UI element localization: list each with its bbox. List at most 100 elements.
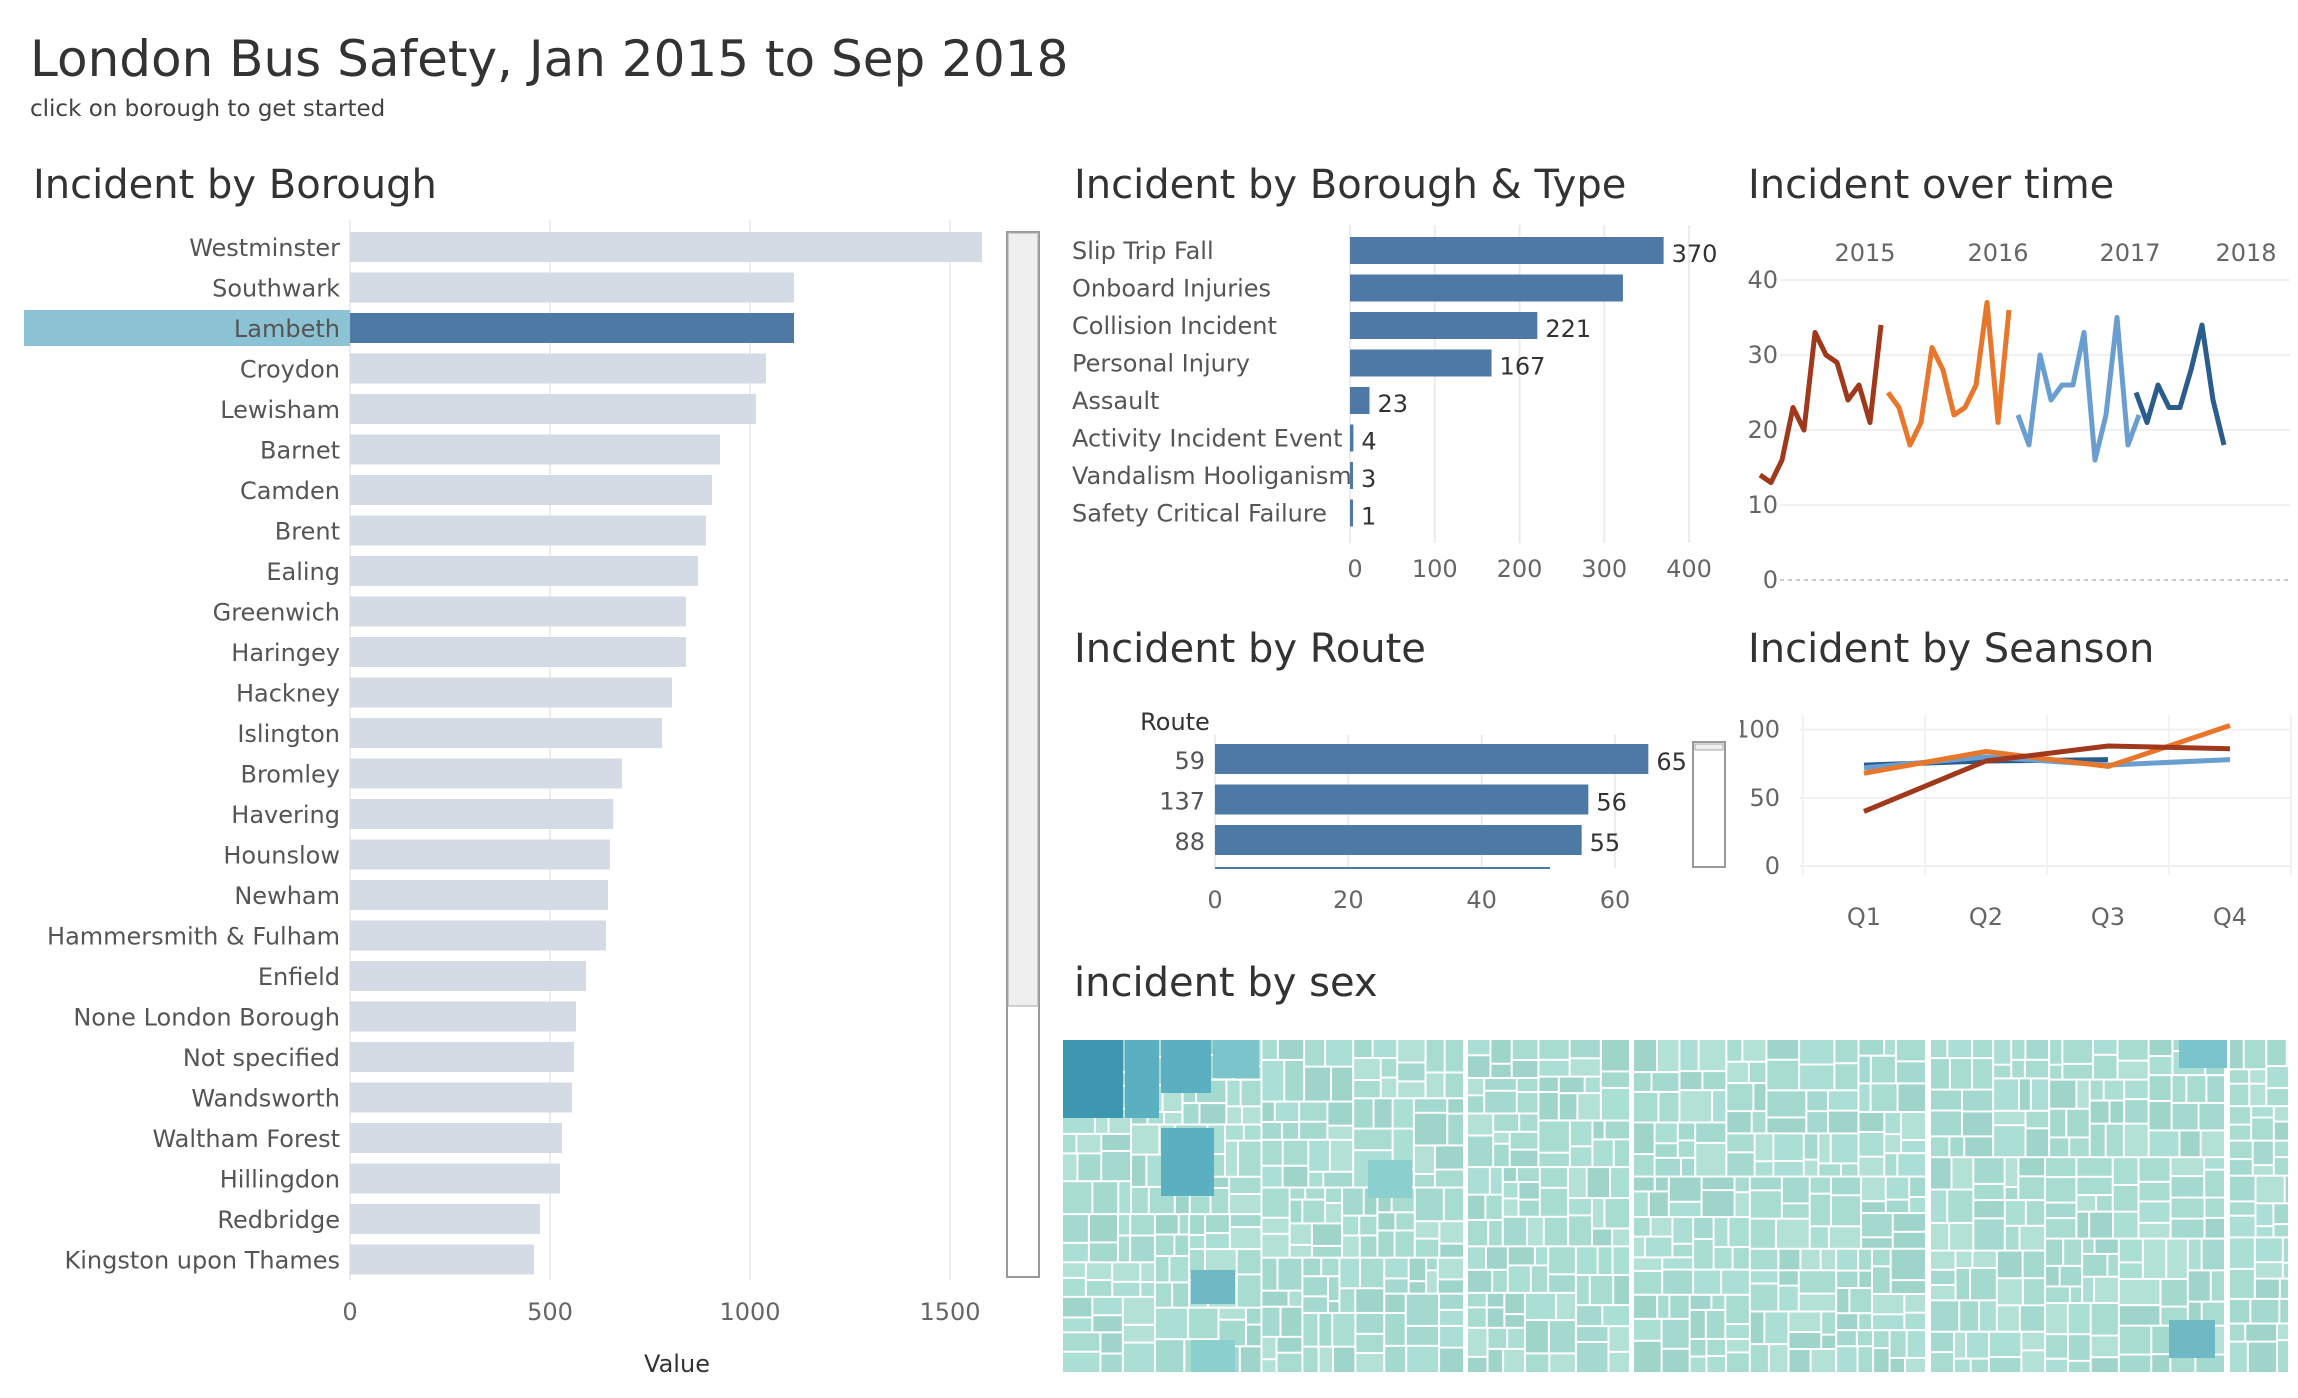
treemap-cell[interactable] (1576, 1342, 1608, 1372)
treemap-cell[interactable] (2050, 1065, 2062, 1079)
treemap-cell[interactable] (1494, 1114, 1519, 1131)
treemap-cell[interactable] (1905, 1294, 1925, 1312)
treemap-cell[interactable] (1989, 1332, 2021, 1357)
treemap-cell[interactable] (1290, 1200, 1302, 1223)
category-label[interactable]: Enfield (258, 963, 340, 991)
treemap-cell[interactable] (1828, 1091, 1858, 1110)
treemap-cell[interactable] (1089, 1215, 1117, 1242)
treemap-cell[interactable] (1726, 1325, 1749, 1338)
bar[interactable] (350, 596, 686, 627)
treemap-cell[interactable] (1611, 1168, 1629, 1198)
treemap-cell[interactable] (2172, 1103, 2198, 1130)
bar[interactable] (1350, 462, 1353, 489)
treemap-cell[interactable] (1835, 1040, 1858, 1063)
treemap-cell[interactable] (1525, 1354, 1549, 1372)
treemap-cell[interactable] (1646, 1237, 1672, 1257)
treemap-cell[interactable] (1593, 1140, 1613, 1167)
treemap-cell[interactable] (2094, 1040, 2117, 1054)
treemap-cell[interactable] (2274, 1225, 2288, 1237)
treemap-cell[interactable] (1789, 1350, 1810, 1372)
treemap-cell[interactable] (2152, 1326, 2170, 1354)
treemap-cell[interactable] (1774, 1134, 1803, 1161)
treemap-cell[interactable] (1540, 1188, 1568, 1216)
treemap-cell[interactable] (1779, 1249, 1800, 1270)
treemap-cell[interactable] (2090, 1080, 2103, 1100)
treemap-cell[interactable] (1504, 1349, 1524, 1372)
treemap-cell[interactable] (1872, 1315, 1904, 1330)
treemap-cell[interactable] (1634, 1073, 1651, 1091)
treemap-cell[interactable] (1801, 1249, 1820, 1270)
treemap-cell[interactable] (1658, 1295, 1669, 1318)
borough-type-bar-chart[interactable]: 0 100 200 300 400 Slip Trip Fall 370 Onboard In… (1060, 225, 1730, 590)
treemap-cell[interactable] (1381, 1078, 1397, 1098)
treemap-cell[interactable] (1113, 1282, 1140, 1296)
treemap-cell[interactable] (2046, 1158, 2076, 1177)
treemap-cell[interactable] (1119, 1182, 1131, 1214)
treemap-cell[interactable] (1634, 1237, 1645, 1257)
treemap-cell[interactable] (1241, 1080, 1261, 1106)
treemap-cell[interactable] (1340, 1258, 1359, 1288)
treemap-cell[interactable] (1893, 1214, 1925, 1231)
category-label[interactable]: Slip Trip Fall (1072, 237, 1214, 265)
treemap-cell[interactable] (1378, 1213, 1395, 1230)
treemap-cell[interactable] (2171, 1219, 2204, 1238)
bar[interactable] (350, 920, 606, 951)
treemap-cell[interactable] (1409, 1282, 1426, 1293)
treemap-cell[interactable] (1426, 1040, 1444, 1072)
treemap-cell[interactable] (1225, 1141, 1238, 1176)
treemap-cell[interactable] (1414, 1113, 1447, 1145)
treemap-cell[interactable] (1393, 1099, 1413, 1128)
bar[interactable] (350, 1001, 576, 1032)
category-label[interactable]: None London Borough (73, 1004, 340, 1032)
treemap-cell[interactable] (1468, 1293, 1486, 1307)
treemap-cell[interactable] (2070, 1138, 2089, 1157)
treemap-cell[interactable] (1890, 1358, 1904, 1372)
treemap-cell[interactable] (2005, 1188, 2018, 1200)
treemap-cell[interactable] (1885, 1135, 1901, 1153)
treemap-cell[interactable] (2077, 1177, 2112, 1195)
treemap-cell[interactable] (2252, 1107, 2273, 1117)
treemap-cell[interactable] (1570, 1121, 1592, 1146)
treemap-cell[interactable] (1244, 1125, 1261, 1140)
treemap-cell[interactable] (1190, 1215, 1205, 1234)
bar[interactable] (350, 1163, 560, 1194)
treemap-cell[interactable] (1576, 1306, 1602, 1326)
treemap-cell[interactable] (2283, 1238, 2288, 1262)
treemap-cell[interactable] (1750, 1345, 1768, 1372)
category-label[interactable]: Activity Incident Event (1072, 425, 1343, 453)
category-label[interactable]: Personal Injury (1072, 350, 1250, 378)
bar[interactable] (350, 475, 712, 505)
treemap-cell[interactable] (1658, 1040, 1679, 1072)
treemap-cell[interactable] (1831, 1177, 1861, 1195)
bar[interactable] (1350, 312, 1538, 339)
treemap-cell[interactable] (2250, 1070, 2266, 1083)
treemap-cell[interactable] (1807, 1112, 1827, 1133)
treemap-cell[interactable] (1519, 1183, 1539, 1199)
treemap-cell[interactable] (1448, 1114, 1463, 1145)
treemap-cell[interactable] (1828, 1111, 1858, 1133)
treemap-cell[interactable] (1328, 1102, 1353, 1125)
bar[interactable] (350, 799, 614, 829)
treemap-cell[interactable] (2285, 1176, 2288, 1203)
treemap-cell[interactable] (1874, 1331, 1889, 1348)
treemap-cell[interactable] (1102, 1152, 1131, 1181)
treemap-cell[interactable] (1303, 1313, 1318, 1346)
treemap-cell[interactable] (1445, 1073, 1463, 1098)
treemap-cell[interactable] (1727, 1353, 1749, 1372)
treemap-cell[interactable] (2119, 1326, 2151, 1354)
treemap-cell[interactable] (1488, 1328, 1507, 1348)
treemap-cell[interactable] (1340, 1289, 1355, 1312)
category-label[interactable]: Haringey (231, 639, 340, 667)
treemap-cell[interactable] (2083, 1277, 2094, 1303)
category-label[interactable]: Southwark (212, 275, 340, 303)
treemap-cell[interactable] (1905, 1313, 1925, 1330)
treemap-cell[interactable] (1494, 1132, 1509, 1143)
treemap-cell[interactable] (1503, 1217, 1527, 1246)
incident-over-time-chart[interactable]: 0 10 20 30 40 2015 2016 2017 2018 (1740, 225, 2298, 610)
treemap-cell[interactable] (1491, 1040, 1511, 1063)
treemap-cell[interactable] (1634, 1319, 1661, 1340)
treemap-cell[interactable] (1170, 1256, 1189, 1282)
bar[interactable] (1350, 237, 1664, 264)
treemap-cell[interactable] (1799, 1294, 1836, 1311)
treemap-cell[interactable] (1948, 1190, 1973, 1222)
